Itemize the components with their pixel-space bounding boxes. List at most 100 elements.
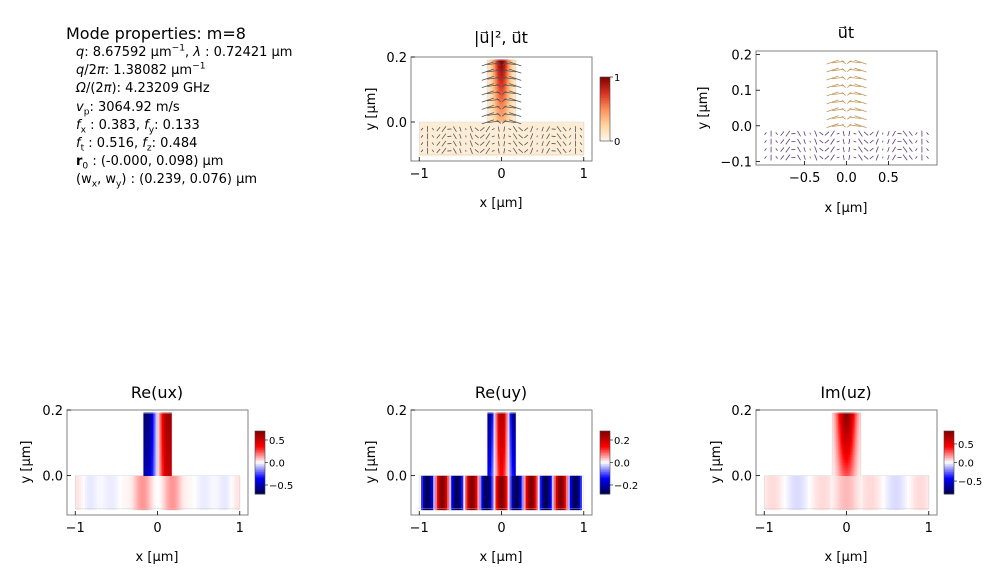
heatmap-cell xyxy=(103,480,106,484)
heatmap-cell xyxy=(147,412,150,416)
quiver-arrow xyxy=(524,141,529,146)
heatmap-cell xyxy=(163,483,166,487)
heatmap-cell xyxy=(213,480,217,484)
heatmap-cell xyxy=(509,116,512,120)
heatmap-cell xyxy=(115,478,118,482)
heatmap-cell xyxy=(177,496,181,500)
heatmap-cell xyxy=(513,103,516,107)
heatmap-cell xyxy=(103,475,106,479)
heatmap-cell xyxy=(459,122,462,125)
heatmap-cell xyxy=(199,475,203,479)
heatmap-cell xyxy=(453,142,456,146)
heatmap-cell xyxy=(149,420,152,424)
heatmap-cell xyxy=(165,465,168,469)
heatmap-cell xyxy=(155,444,158,448)
colorbar-segment xyxy=(600,137,610,140)
heatmap-cell xyxy=(195,488,199,492)
heatmap-cell xyxy=(433,145,436,149)
heatmap-cell xyxy=(155,449,158,453)
heatmap-cell xyxy=(423,140,426,144)
heatmap-cell xyxy=(151,436,154,440)
heatmap-cell xyxy=(505,122,508,125)
heatmap-cell xyxy=(111,483,114,487)
heatmap-cell xyxy=(213,475,217,479)
quiver-arrow xyxy=(847,123,852,128)
heatmap-cell xyxy=(439,129,442,133)
heatmap-cell xyxy=(535,129,539,133)
heatmap-cell xyxy=(187,494,191,498)
heatmap-cell xyxy=(147,431,150,435)
heatmap-cell xyxy=(505,59,508,63)
y-tick-label: −0.1 xyxy=(720,155,752,170)
colorbar-segment xyxy=(600,81,610,84)
heatmap-cell xyxy=(143,459,146,463)
heatmap-cell xyxy=(205,499,209,503)
quiver-arrow xyxy=(830,146,835,153)
heatmap-cell xyxy=(165,467,168,471)
heatmap-cell xyxy=(189,483,193,487)
heatmap-cell xyxy=(505,64,508,68)
heatmap-cell xyxy=(83,501,86,505)
heatmap-cell xyxy=(541,145,545,149)
heatmap-cell xyxy=(105,491,108,495)
heatmap-cell xyxy=(155,428,158,432)
heatmap-cell xyxy=(199,491,203,495)
heatmap-cell xyxy=(143,483,146,487)
heatmap-cell xyxy=(161,483,164,487)
heatmap-cell xyxy=(101,496,104,500)
heatmap-cell xyxy=(511,137,514,141)
heatmap-cell xyxy=(161,473,164,477)
heatmap-cell xyxy=(115,501,118,505)
heatmap-cell xyxy=(489,77,492,81)
colorbar-segment xyxy=(600,77,610,79)
heatmap-cell xyxy=(97,491,100,495)
heatmap-cell xyxy=(159,446,162,450)
heatmap-cell xyxy=(571,137,575,141)
heatmap-cell xyxy=(147,478,150,482)
heatmap-cell xyxy=(139,501,142,505)
heatmap-cell xyxy=(135,504,138,508)
heatmap-cell xyxy=(513,93,516,97)
quiver-arrow xyxy=(854,91,867,97)
colorbar-segment xyxy=(600,125,610,127)
heatmap-cell xyxy=(87,499,90,503)
heatmap-cell xyxy=(207,488,211,492)
heatmap-cell xyxy=(495,150,498,154)
heatmap-cell xyxy=(439,142,442,146)
quiver-arrow xyxy=(508,128,512,131)
heatmap-cell xyxy=(501,135,504,138)
heatmap-cell xyxy=(545,132,549,136)
heatmap-cell xyxy=(429,122,432,125)
heatmap-cell xyxy=(543,124,547,128)
heatmap-cell xyxy=(517,142,520,146)
heatmap-cell xyxy=(115,486,118,490)
heatmap-cell xyxy=(581,145,585,149)
quiver-arrow xyxy=(785,154,791,161)
heatmap-cell xyxy=(503,77,506,81)
heatmap-cell xyxy=(441,135,444,138)
heatmap-cell xyxy=(203,499,207,503)
heatmap-cell xyxy=(491,129,494,133)
heatmap-cell xyxy=(179,491,183,495)
heatmap-cell xyxy=(485,148,488,151)
heatmap-cell xyxy=(159,415,162,419)
quiver-arrow xyxy=(452,133,457,140)
heatmap-cell xyxy=(557,137,561,141)
heatmap-cell xyxy=(145,494,148,498)
heatmap-cell xyxy=(147,504,150,508)
heatmap-cell xyxy=(131,480,134,484)
heatmap-cell xyxy=(157,491,160,495)
quiver-arrow xyxy=(496,119,502,124)
heatmap-cell xyxy=(571,142,575,146)
quiver-arrow xyxy=(926,156,929,159)
heatmap-cell xyxy=(493,145,496,149)
heatmap-cell xyxy=(181,478,185,482)
heatmap-cell xyxy=(499,148,502,151)
heatmap-cell xyxy=(513,72,516,76)
heatmap-cell xyxy=(159,465,162,469)
heatmap-cell xyxy=(479,124,482,128)
heatmap-cell xyxy=(217,494,221,498)
heatmap-cell xyxy=(473,140,476,144)
heatmap-cell xyxy=(91,491,94,495)
heatmap-cell xyxy=(101,475,104,479)
